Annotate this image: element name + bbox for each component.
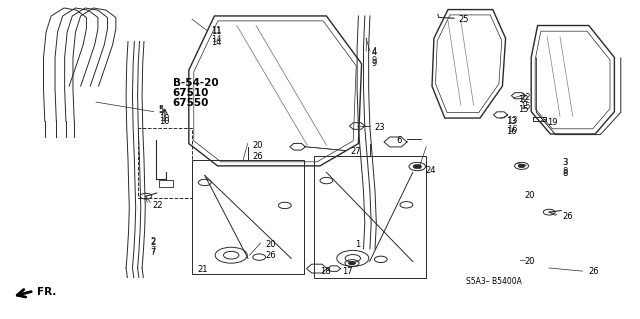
Text: 3: 3 <box>562 158 567 167</box>
Text: 5: 5 <box>159 106 164 115</box>
Bar <box>138 128 192 198</box>
Text: 8: 8 <box>562 169 567 178</box>
Text: 27: 27 <box>351 147 362 156</box>
Text: 26: 26 <box>589 267 600 276</box>
Text: 14: 14 <box>211 38 221 47</box>
Text: 15: 15 <box>520 102 530 111</box>
Text: 9: 9 <box>371 56 376 65</box>
Text: 4: 4 <box>371 47 376 56</box>
Text: 24: 24 <box>426 166 436 175</box>
Text: 13: 13 <box>508 116 518 125</box>
Text: 5: 5 <box>159 105 164 114</box>
Text: 10: 10 <box>159 117 169 126</box>
Text: 26: 26 <box>253 152 264 161</box>
Bar <box>192 160 304 274</box>
Text: 8: 8 <box>562 167 567 176</box>
Text: 20: 20 <box>253 141 263 150</box>
Text: 6: 6 <box>397 136 402 145</box>
Text: 3: 3 <box>562 158 567 167</box>
Text: 16: 16 <box>508 125 518 134</box>
Text: 12: 12 <box>520 93 530 102</box>
Circle shape <box>518 164 525 168</box>
Text: 20: 20 <box>266 240 276 249</box>
Text: 12: 12 <box>518 95 529 104</box>
Text: 20: 20 <box>525 257 535 266</box>
Text: S5A3– B5400A: S5A3– B5400A <box>466 277 522 286</box>
Circle shape <box>349 262 356 265</box>
Text: 21: 21 <box>197 265 207 274</box>
Text: 22: 22 <box>152 201 163 210</box>
Text: 7: 7 <box>150 248 156 256</box>
Text: 67510: 67510 <box>173 88 209 98</box>
Text: 10: 10 <box>159 114 169 122</box>
Text: 20: 20 <box>525 191 535 200</box>
Text: 25: 25 <box>459 15 469 24</box>
Text: 2: 2 <box>150 238 156 247</box>
Text: 1: 1 <box>355 240 360 249</box>
Text: 26: 26 <box>266 251 276 260</box>
Text: 17: 17 <box>342 267 353 276</box>
Text: 11: 11 <box>211 27 221 36</box>
Text: 7: 7 <box>150 246 156 255</box>
Text: 11: 11 <box>211 26 221 35</box>
Text: 19: 19 <box>547 118 557 127</box>
Text: 16: 16 <box>506 127 516 136</box>
Text: 2: 2 <box>150 237 156 246</box>
Text: 15: 15 <box>518 105 529 114</box>
Text: 14: 14 <box>211 35 221 44</box>
Circle shape <box>413 165 422 168</box>
Text: 26: 26 <box>562 212 573 221</box>
Text: 67550: 67550 <box>173 98 209 108</box>
Text: 23: 23 <box>374 123 385 132</box>
Text: 9: 9 <box>371 59 376 68</box>
Text: 13: 13 <box>506 117 516 126</box>
Text: B-54-20: B-54-20 <box>173 78 218 88</box>
Text: FR.: FR. <box>37 287 56 297</box>
Text: 4: 4 <box>371 48 376 57</box>
Bar <box>533 117 546 121</box>
Bar <box>314 156 426 278</box>
Bar <box>159 180 173 187</box>
Text: 18: 18 <box>320 267 331 276</box>
